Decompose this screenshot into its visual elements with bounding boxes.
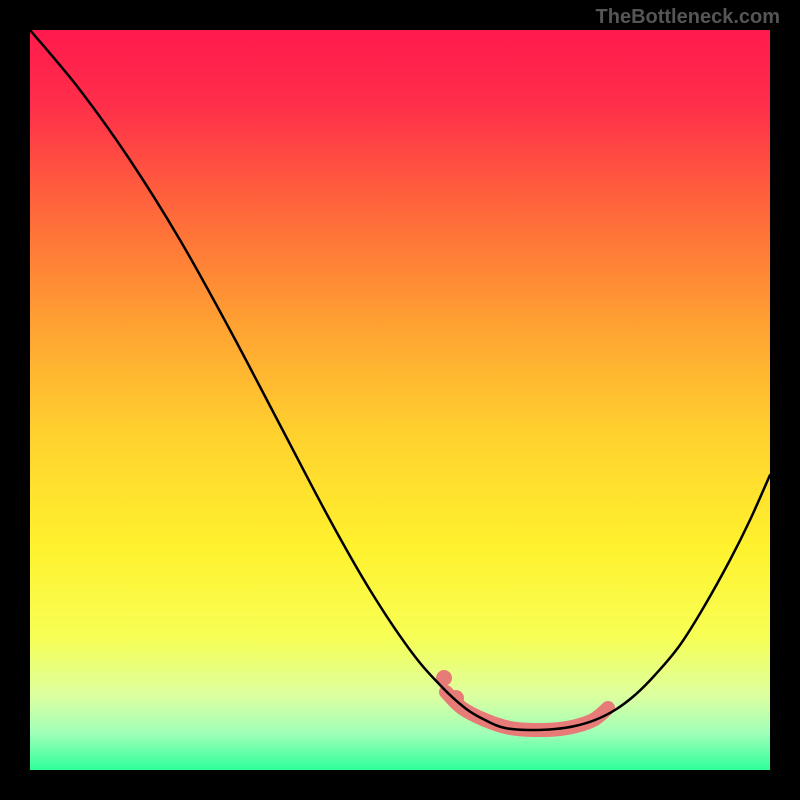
curve-overlay [30,30,770,770]
highlight-dot [448,690,464,706]
plot-area [30,30,770,770]
bottleneck-curve [30,30,770,730]
chart-frame: TheBottleneck.com [0,0,800,800]
watermark-text: TheBottleneck.com [596,6,780,29]
